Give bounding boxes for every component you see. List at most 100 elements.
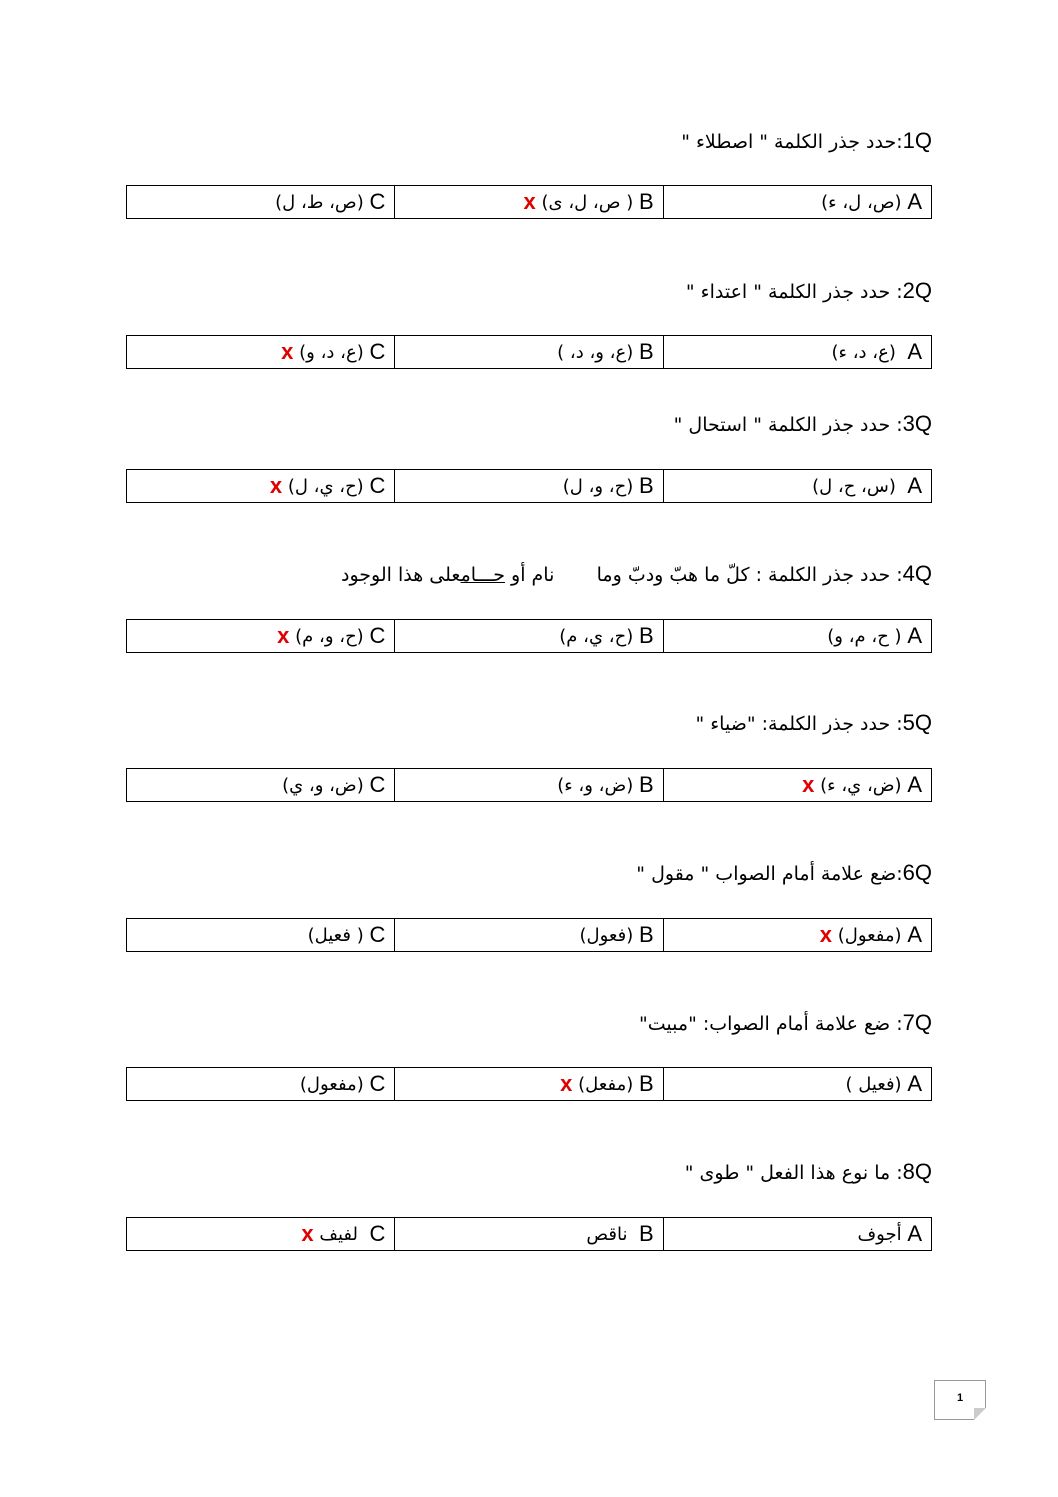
options-table: A أجوف B ناقص C لفيف x	[126, 1217, 932, 1251]
options-table: A (ع، د، ء) B (ع، و، د، ) C (ع، د، و) x	[126, 335, 932, 369]
question-label: 2Q	[902, 278, 932, 303]
option-letter: A	[907, 772, 922, 797]
option-a[interactable]: A (ض، ي، ء) x	[662, 769, 931, 801]
option-text: (مفعول)	[299, 1073, 364, 1095]
option-letter: C	[369, 1221, 386, 1246]
question-text: : حدد جذر الكلمة : كلّ ما هبّ ودبّ وما ن…	[341, 564, 903, 586]
option-letter: B	[638, 189, 654, 214]
question-5: : حدد جذر الكلمة: "ضياء " 5Q	[695, 710, 932, 736]
question-1: :حدد جذر الكلمة " اصطلاء " 1Q	[681, 128, 932, 154]
option-text: (ح، ي، م)	[559, 625, 634, 647]
option-letter: C	[369, 473, 386, 498]
option-b[interactable]: B (فعول)	[394, 919, 662, 951]
question-text: : ما نوع هذا الفعل " طوى "	[684, 1162, 903, 1184]
option-a[interactable]: A (فعيل )	[662, 1068, 931, 1100]
answer-mark-x: x	[819, 922, 832, 947]
option-letter: A	[907, 339, 922, 364]
option-b[interactable]: B (ض، و، ء)	[394, 769, 662, 801]
option-letter: C	[369, 1071, 386, 1096]
question-2: : حدد جذر الكلمة " اعتداء " 2Q	[686, 278, 932, 304]
answer-mark-x: x	[277, 623, 290, 648]
answer-mark-x: x	[269, 473, 283, 498]
option-c[interactable]: C ( فعيل)	[127, 919, 394, 951]
option-letter: C	[369, 922, 386, 947]
question-text: :حدد جذر الكلمة " اصطلاء "	[681, 131, 903, 153]
option-b[interactable]: B (ح، ي، م)	[394, 620, 662, 652]
option-letter: B	[638, 772, 654, 797]
option-text: (س، ح، ل)	[812, 475, 902, 497]
option-text: (ص، ل، ء)	[821, 191, 902, 213]
page-number: 1	[934, 1380, 986, 1420]
question-6: :ضع علامة أمام الصواب " مقول " 6Q	[636, 860, 932, 886]
option-letter: A	[907, 623, 922, 648]
option-a[interactable]: A ( ح، م، و)	[662, 620, 931, 652]
option-c[interactable]: C (ص، ط، ل)	[127, 186, 394, 218]
option-c[interactable]: C (مفعول)	[127, 1068, 394, 1100]
option-text: (مفعول)	[837, 924, 902, 946]
option-text: (ع، د، و)	[299, 341, 364, 363]
question-label: 1Q	[902, 128, 932, 153]
option-a[interactable]: A (س، ح، ل)	[662, 470, 931, 502]
option-letter: B	[638, 473, 654, 498]
option-letter: B	[638, 1221, 654, 1246]
option-b[interactable]: B ( ص، ل، ى) x	[394, 186, 662, 218]
option-text: (ص، ط، ل)	[275, 191, 364, 213]
question-label: 7Q	[902, 1010, 932, 1035]
option-letter: B	[638, 623, 654, 648]
question-text-part: : حدد جذر الكلمة : كلّ ما هبّ ودبّ وما ن…	[504, 564, 903, 586]
question-text-part: على هذا الوجود	[341, 564, 461, 586]
option-a[interactable]: A أجوف	[662, 1218, 931, 1250]
question-label: 5Q	[902, 710, 932, 735]
option-text: (ح، ي، ل)	[287, 475, 364, 497]
answer-mark-x: x	[301, 1221, 314, 1246]
option-text: (ح، و، م)	[295, 625, 364, 647]
option-letter: A	[907, 1071, 922, 1096]
option-text: (فعيل )	[845, 1073, 902, 1095]
option-letter: A	[907, 473, 922, 498]
options-table: A (س، ح، ل) B (ح، و، ل) C (ح، ي، ل) x	[126, 469, 932, 503]
option-text: لفيف	[319, 1223, 364, 1245]
question-3: : حدد جذر الكلمة " استحال " 3Q	[674, 411, 932, 437]
option-letter: C	[369, 339, 386, 364]
answer-mark-x: x	[560, 1071, 573, 1096]
question-text: :ضع علامة أمام الصواب " مقول "	[636, 863, 903, 885]
option-text: ( فعيل)	[307, 924, 364, 946]
option-letter: B	[638, 922, 654, 947]
question-text: : حدد جذر الكلمة " اعتداء "	[685, 281, 903, 303]
option-text: (ح، و، ل)	[562, 475, 634, 497]
answer-mark-x: x	[281, 339, 294, 364]
option-letter: A	[907, 189, 922, 214]
question-7: : ضع علامة أمام الصواب: "مبيت" 7Q	[639, 1010, 932, 1036]
option-text: أجوف	[857, 1223, 902, 1245]
option-b[interactable]: B (ح، و، ل)	[394, 470, 662, 502]
option-letter: C	[369, 189, 386, 214]
option-letter: A	[907, 922, 922, 947]
question-text: : ضع علامة أمام الصواب: "مبيت"	[639, 1013, 903, 1035]
option-c[interactable]: C (ح، ي، ل) x	[127, 470, 394, 502]
option-c[interactable]: C (ع، د، و) x	[127, 336, 394, 368]
option-text: (ع، و، د، )	[557, 341, 634, 363]
option-b[interactable]: B (مفعل) x	[394, 1068, 662, 1100]
option-text: (ع، د، ء)	[831, 341, 902, 363]
option-b[interactable]: B ناقص	[394, 1218, 662, 1250]
option-a[interactable]: A (ص، ل، ء)	[662, 186, 931, 218]
option-letter: C	[369, 772, 386, 797]
question-underlined-word: حـــام	[460, 564, 505, 586]
option-letter: B	[638, 339, 654, 364]
option-a[interactable]: A (ع، د، ء)	[662, 336, 931, 368]
question-label: 6Q	[902, 860, 932, 885]
question-4: : حدد جذر الكلمة : كلّ ما هبّ ودبّ وما ن…	[341, 561, 932, 587]
option-c[interactable]: C لفيف x	[127, 1218, 394, 1250]
option-letter: C	[369, 623, 386, 648]
option-c[interactable]: C (ح، و، م) x	[127, 620, 394, 652]
question-text: : حدد جذر الكلمة " استحال "	[673, 414, 903, 436]
option-c[interactable]: C (ض، و، ي)	[127, 769, 394, 801]
option-a[interactable]: A (مفعول) x	[662, 919, 931, 951]
option-text: (ض، ي، ء)	[820, 774, 902, 796]
option-text: (ض، و، ي)	[282, 774, 364, 796]
option-text: ناقص	[586, 1223, 634, 1245]
option-text: (فعول)	[579, 924, 634, 946]
option-b[interactable]: B (ع، و، د، )	[394, 336, 662, 368]
